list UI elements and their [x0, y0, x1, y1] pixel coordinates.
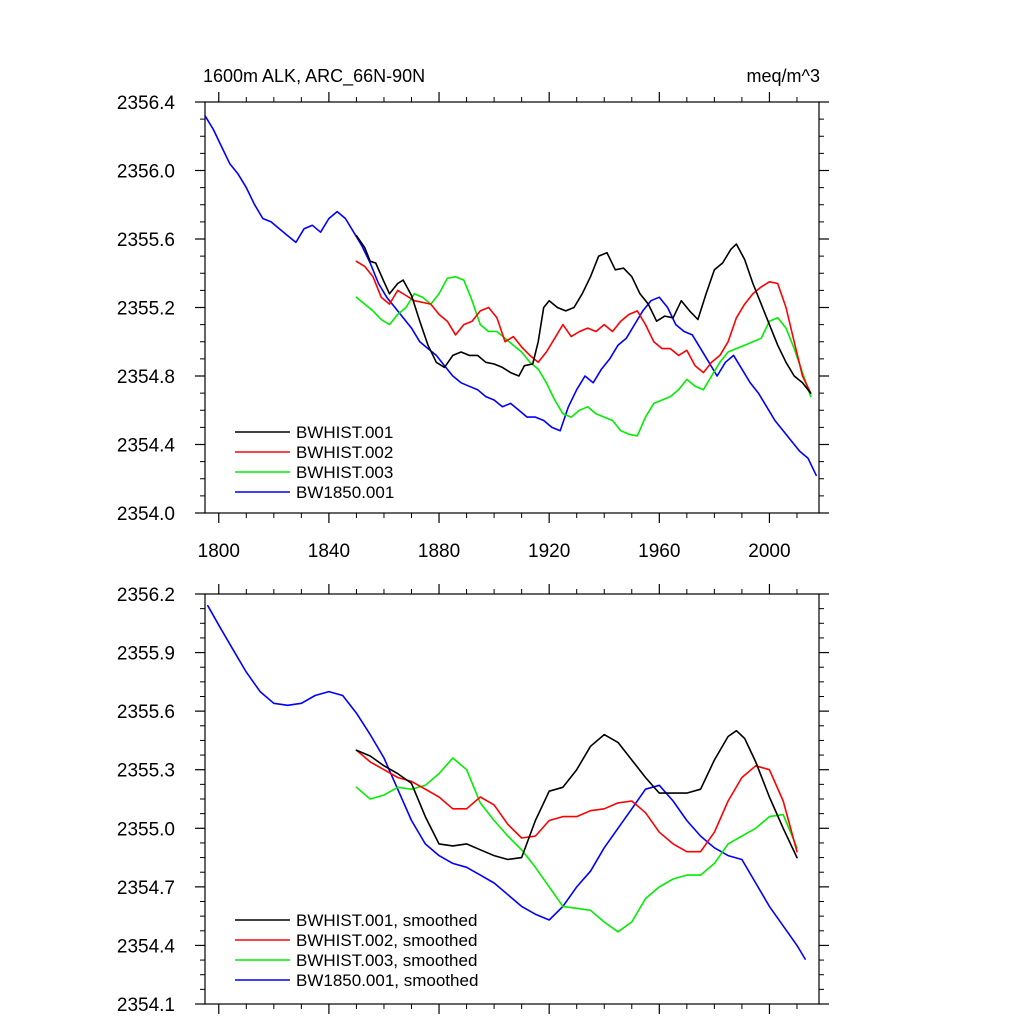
series-line-bw1850-001 [207, 604, 807, 960]
top-panel: 1600m ALK, ARC_66N-90N meq/m^3 1800 1840 1… [117, 66, 829, 562]
top-plot-area: 1800 1840 1880 1920 1960 2000 2354.0 2354.4 2354… [117, 92, 829, 562]
series-line-bw1850-001 [204, 114, 818, 477]
y-tick-label: 2354.7 [117, 878, 175, 899]
y-tick-label: 2355.3 [117, 761, 175, 782]
y-tick-label: 2355.2 [117, 299, 175, 320]
top-panel-title-left: 1600m ALK, ARC_66N-90N [203, 66, 425, 87]
legend-label: BWHIST.003 [296, 463, 393, 482]
y-tick-label: 2356.0 [117, 162, 175, 183]
y-tick-label: 2355.0 [117, 819, 175, 840]
legend-label: BWHIST.003, smoothed [296, 951, 477, 970]
legend-label: BW1850.001, smoothed [296, 971, 478, 990]
series-line-bwhist-003 [355, 275, 812, 437]
y-tick-label: 2356.2 [117, 585, 175, 606]
y-tick-label: 2354.4 [117, 436, 176, 457]
bottom-plot-area: 2354.1 2354.4 2354.7 2355.0 2355.3 2355.6 2355… [117, 584, 829, 1016]
x-tick-label: 1800 [198, 541, 240, 562]
x-tick-label: 1880 [418, 541, 460, 562]
y-tick-label: 2355.6 [117, 230, 175, 251]
legend-label: BWHIST.001 [296, 423, 393, 442]
y-tick-label: 2356.4 [117, 93, 176, 114]
x-tick-label: 1840 [308, 541, 350, 562]
y-tick-label: 2355.9 [117, 644, 175, 665]
y-tick-label: 2355.6 [117, 702, 175, 723]
x-tick-label: 1920 [528, 541, 570, 562]
y-tick-label: 2354.4 [117, 936, 176, 957]
legend-label: BWHIST.002 [296, 443, 393, 462]
legend-label: BWHIST.001, smoothed [296, 911, 477, 930]
y-tick-label: 2354.0 [117, 504, 175, 525]
legend-label: BW1850.001 [296, 483, 394, 502]
series-line-bwhist-002 [355, 260, 812, 394]
legend-label: BWHIST.002, smoothed [296, 931, 477, 950]
bottom-panel: 2354.1 2354.4 2354.7 2355.0 2355.3 2355.6 2355… [117, 584, 829, 1016]
x-tick-label: 1960 [638, 541, 680, 562]
series-line-bwhist-001 [355, 729, 798, 861]
top-panel-title-right: meq/m^3 [747, 66, 820, 86]
series-line-bwhist-003 [355, 757, 798, 933]
series-line-bwhist-002 [355, 749, 798, 853]
y-tick-label: 2354.1 [117, 995, 175, 1016]
x-tick-label: 2000 [748, 541, 790, 562]
y-tick-label: 2354.8 [117, 367, 175, 388]
series-line-bwhist-001 [355, 234, 812, 394]
